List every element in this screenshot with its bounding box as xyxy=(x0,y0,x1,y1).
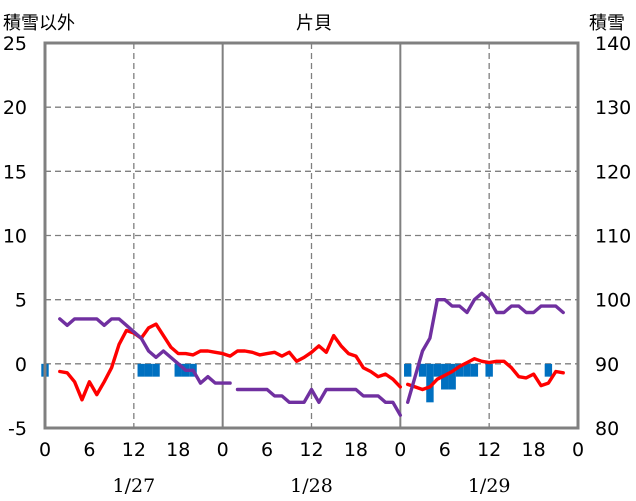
bar-series xyxy=(41,363,553,403)
left-tick-label: 15 xyxy=(3,161,27,183)
x-tick-label: 0 xyxy=(572,439,584,461)
right-tick-label: 120 xyxy=(595,161,631,183)
x-tick-label: 6 xyxy=(261,439,273,461)
date-label: 1/27 xyxy=(112,475,155,497)
bar-mark xyxy=(152,363,160,377)
chart-title: 片貝 xyxy=(296,13,332,34)
bar-mark xyxy=(433,363,442,377)
line-series xyxy=(58,291,565,417)
bar-mark xyxy=(404,363,412,377)
x-tick-label: 18 xyxy=(166,439,190,461)
bar-mark xyxy=(426,363,434,403)
x-tick-label: 0 xyxy=(394,439,406,461)
x-tick-label: 18 xyxy=(521,439,545,461)
series-line-1 xyxy=(406,291,565,404)
left-tick-label: 5 xyxy=(15,290,27,312)
bar-mark xyxy=(485,363,493,377)
bar-mark xyxy=(463,363,471,377)
bar-mark xyxy=(470,363,479,377)
bar-mark xyxy=(418,363,427,377)
grid-lines xyxy=(45,43,578,428)
right-tick-label: 80 xyxy=(595,418,619,440)
x-tick-label: 12 xyxy=(122,439,146,461)
series-line-0 xyxy=(58,322,402,402)
x-tick-label: 0 xyxy=(217,439,229,461)
bar-mark xyxy=(137,363,145,377)
x-tick-label: 12 xyxy=(477,439,501,461)
bar-mark xyxy=(448,363,456,390)
series-line-1 xyxy=(235,387,402,417)
right-tick-label: 140 xyxy=(595,33,631,55)
left-axis-title: 積雪以外 xyxy=(3,13,75,34)
left-tick-label: 25 xyxy=(3,33,27,55)
date-label: 1/29 xyxy=(468,475,511,497)
plot-frame xyxy=(43,41,580,430)
bar-mark xyxy=(144,363,153,377)
x-tick-label: 18 xyxy=(344,439,368,461)
x-tick-label: 6 xyxy=(83,439,95,461)
right-axis-title: 積雪 xyxy=(589,13,625,34)
left-tick-label: 0 xyxy=(15,354,27,376)
left-tick-label: 10 xyxy=(3,226,27,248)
bar-mark xyxy=(174,363,182,377)
bar-mark xyxy=(455,363,464,377)
bar-mark xyxy=(544,363,553,377)
date-label: 1/28 xyxy=(290,475,333,497)
x-tick-label: 0 xyxy=(39,439,51,461)
left-tick-label: -5 xyxy=(8,418,27,440)
x-tick-label: 12 xyxy=(299,439,323,461)
right-tick-label: 100 xyxy=(595,290,631,312)
x-tick-label: 6 xyxy=(439,439,451,461)
right-tick-label: 90 xyxy=(595,354,619,376)
left-tick-label: 20 xyxy=(3,97,27,119)
series-line-1 xyxy=(58,317,232,385)
series-line-0 xyxy=(406,357,565,392)
right-tick-label: 130 xyxy=(595,97,631,119)
right-tick-label: 110 xyxy=(595,226,631,248)
